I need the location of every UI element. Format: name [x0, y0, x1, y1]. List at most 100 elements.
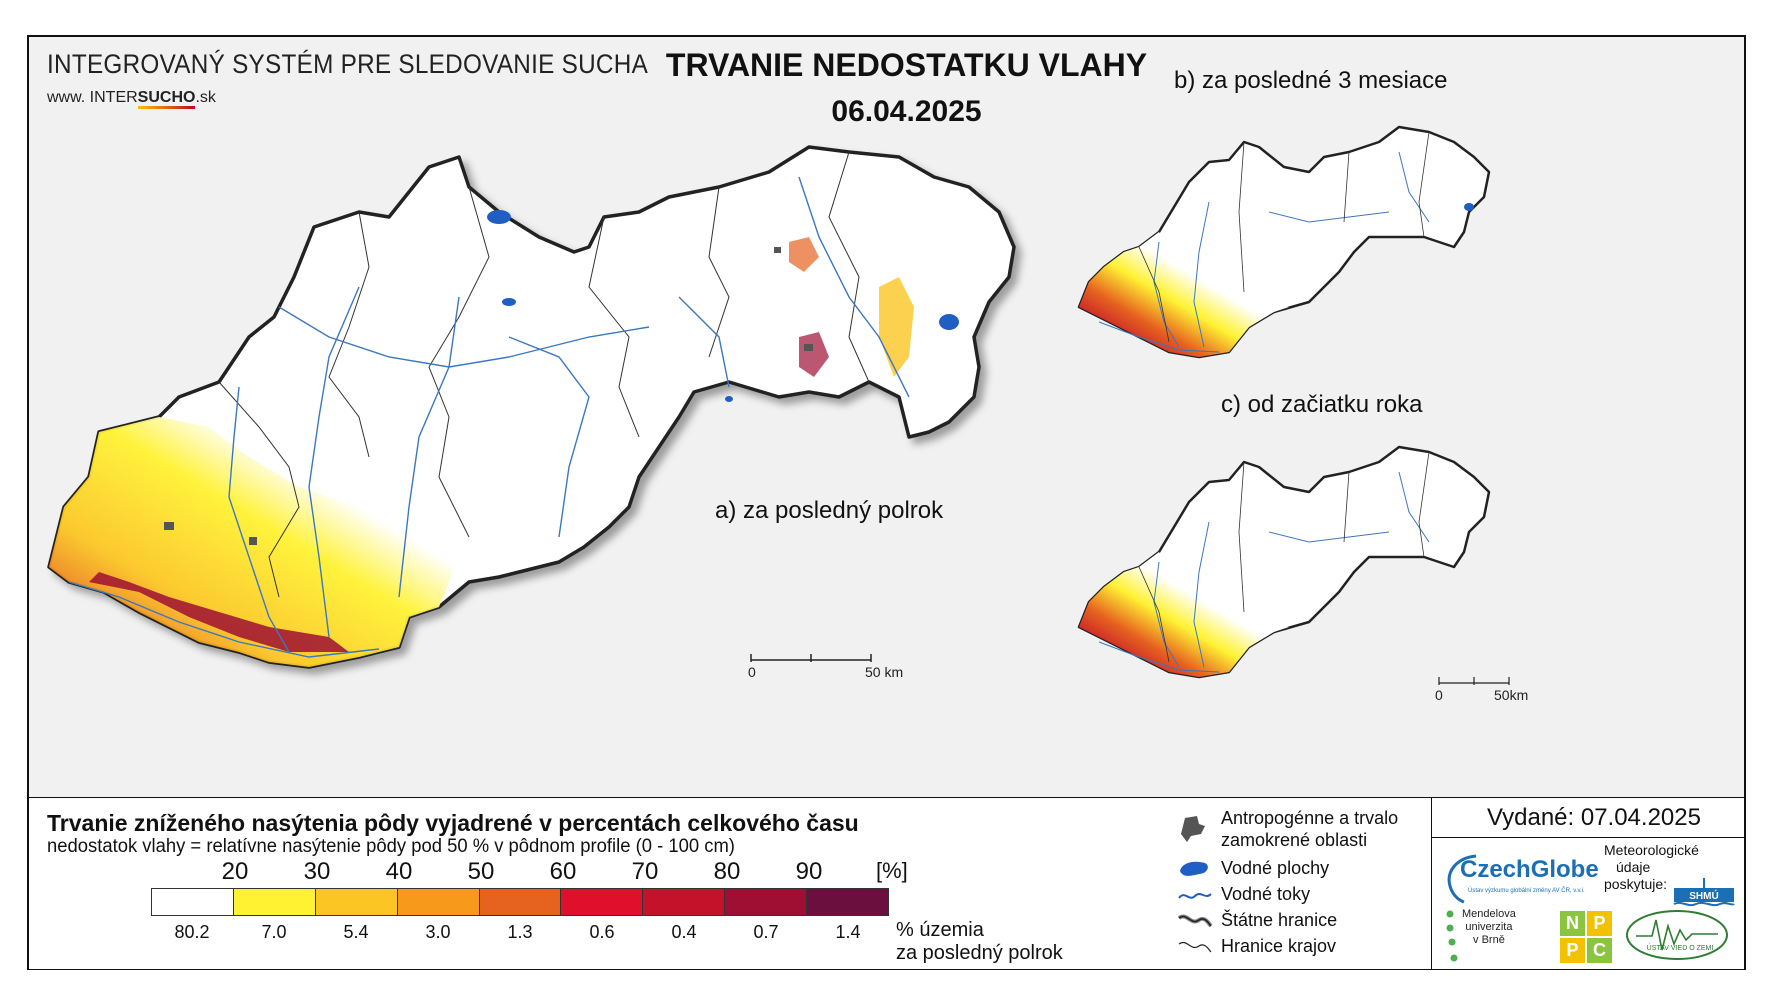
color-scale	[151, 888, 889, 916]
drought-area-c	[1079, 552, 1289, 677]
threshold-label: 80	[713, 858, 741, 885]
region-borders-main	[218, 151, 870, 598]
czechglobe-logo[interactable]: CzechGlobe Ústav výzkumu globální změny …	[1442, 848, 1618, 904]
url-sucho: SUCHO	[137, 89, 196, 109]
area-label: % územia za posledný polrok	[896, 919, 1063, 965]
nppc-letter: C	[1587, 938, 1612, 963]
meteo-provider-label: Meteorologické údaje poskytuje:	[1604, 842, 1699, 893]
area-label-line-1: % územia	[896, 919, 984, 941]
main-scale-bar	[750, 654, 872, 662]
legend-area: Trvanie zníženého nasýtenia pôdy vyjadre…	[29, 797, 1746, 969]
small-scale-end: 50km	[1494, 687, 1529, 703]
small-scale-bar	[1438, 677, 1510, 685]
color-class-2	[315, 889, 398, 915]
region-border-label: Hranice krajov	[1221, 936, 1337, 956]
panel-c-label: c) od začiatku roka	[1221, 391, 1423, 418]
color-class-7	[725, 889, 808, 915]
shmu-icon: SHMÚ	[1673, 878, 1735, 907]
map-area: INTEGROVANÝ SYSTÉM PRE SLEDOVANIE SUCHA …	[29, 37, 1744, 797]
issued-divider	[1432, 837, 1746, 838]
color-class-0	[152, 889, 234, 915]
issued-date: Vydané: 07.04.2025	[1487, 804, 1701, 831]
main-scale-zero: 0	[748, 664, 756, 680]
area-percent: 1.4	[835, 922, 861, 942]
shmu-label: SHMÚ	[1689, 889, 1718, 902]
area-percent: 0.4	[671, 922, 697, 942]
threshold-label: 60	[549, 858, 577, 885]
mendel-line-2: univerzita	[1465, 921, 1513, 933]
color-class-6	[643, 889, 726, 915]
main-scale-end: 50 km	[865, 664, 904, 680]
rivers-b	[1098, 151, 1430, 353]
system-url[interactable]: www. INTERSUCHO.sk	[47, 89, 216, 109]
color-class-5	[561, 889, 644, 915]
anthropogenic-main	[164, 247, 813, 545]
anthropogenic-line-1: Antropogénne a trvalo	[1221, 808, 1399, 828]
region-border-icon	[1178, 942, 1212, 953]
color-class-1	[233, 889, 316, 915]
panel-b-map	[1077, 125, 1491, 359]
region-borders-b	[1138, 131, 1430, 343]
water-bodies-main	[487, 210, 959, 402]
threshold-label: 30	[303, 858, 331, 885]
area-label-line-2: za posledný polrok	[896, 942, 1063, 964]
nppc-letter: P	[1587, 911, 1612, 936]
water-bodies-label: Vodné plochy	[1221, 858, 1330, 878]
water-body-b	[1464, 203, 1474, 211]
legend-title: Trvanie zníženého nasýtenia pôdy vyjadre…	[47, 810, 859, 836]
color-class-8	[807, 889, 889, 915]
legend-subtitle: nedostatok vlahy = relatívne nasýtenie p…	[47, 836, 735, 857]
nppc-letter: P	[1560, 938, 1585, 963]
drought-area-east	[879, 277, 914, 377]
drought-area-east-2	[789, 237, 819, 272]
area-percent: 7.0	[261, 922, 287, 942]
rivers-main	[68, 176, 910, 658]
nppc-logo[interactable]: N P P C	[1560, 911, 1612, 963]
drought-area-east-3	[799, 332, 829, 377]
area-percent: 80.2	[174, 922, 210, 942]
mendel-line-1: Mendelova	[1462, 908, 1516, 920]
mendel-dots-icon	[1446, 910, 1458, 962]
legend-unit: [%]	[876, 858, 908, 883]
url-inter: INTER	[89, 89, 138, 106]
region-borders-c	[1138, 451, 1430, 663]
water-body-icon	[1180, 861, 1208, 876]
area-percent: 5.4	[343, 922, 369, 942]
drought-area-b	[1079, 232, 1289, 357]
meteo-line-1: Meteorologické	[1604, 842, 1699, 858]
drought-area-danube	[89, 572, 349, 652]
color-class-3	[397, 889, 480, 915]
panel-c-map	[1077, 445, 1491, 679]
url-suffix: .sk	[195, 89, 216, 106]
state-border-label: Štátne hranice	[1221, 910, 1338, 930]
mendel-logo[interactable]: Mendelova univerzita v Brně	[1446, 908, 1516, 962]
color-class-4	[479, 889, 562, 915]
url-prefix: www.	[47, 89, 90, 106]
threshold-label: 40	[385, 858, 413, 885]
main-map-svg	[47, 145, 1016, 669]
area-percent: 0.7	[753, 922, 779, 942]
ustav-icon: ÚSTAV VIED O ZEMI	[1626, 910, 1728, 960]
rivers-c	[1098, 471, 1430, 673]
river-icon	[1178, 893, 1212, 899]
nppc-letter: N	[1560, 911, 1585, 936]
panel-b-label: b) za posledné 3 mesiace	[1174, 67, 1448, 94]
shmu-logo[interactable]: SHMÚ	[1672, 878, 1736, 908]
panel-a-label: a) za posledný polrok	[715, 497, 944, 524]
main-date: 06.04.2025	[831, 95, 982, 128]
threshold-label: 90	[795, 858, 823, 885]
area-percent: 3.0	[425, 922, 451, 942]
meteo-line-2: údaje	[1616, 859, 1651, 875]
main-title: TRVANIE NEDOSTATKU VLAHY	[665, 47, 1148, 83]
state-border-icon	[1177, 914, 1213, 928]
czechglobe-arc-icon	[1447, 854, 1477, 904]
system-title: INTEGROVANÝ SYSTÉM PRE SLEDOVANIE SUCHA	[47, 49, 649, 79]
ustav-vied-o-zemi-logo[interactable]: ÚSTAV VIED O ZEMI	[1622, 906, 1732, 964]
mendel-line-3: v Brně	[1473, 934, 1505, 946]
czechglobe-subtitle: Ústav výzkumu globální změny AV ČR, v.v.…	[1468, 888, 1585, 894]
czechglobe-name: CzechGlobe	[1460, 856, 1599, 883]
area-percent: 1.3	[507, 922, 533, 942]
map-frame: INTEGROVANÝ SYSTÉM PRE SLEDOVANIE SUCHA …	[27, 35, 1746, 970]
area-percent: 0.6	[589, 922, 615, 942]
water-courses-label: Vodné toky	[1221, 884, 1311, 904]
